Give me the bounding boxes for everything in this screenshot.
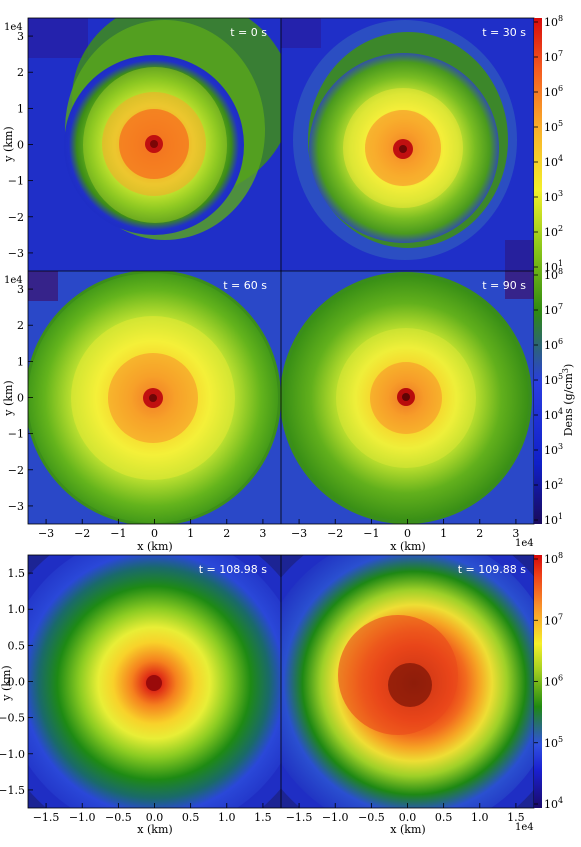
x-tick-label: 0	[404, 527, 411, 540]
x-tick-label: −1.0	[322, 811, 349, 824]
time-label-t30: t = 30 s	[482, 26, 526, 39]
y-axis-title-mid: y (km)	[2, 380, 15, 416]
x-axis-title-right: x (km)	[390, 540, 425, 553]
colorbar-tick-label: 107	[544, 302, 563, 317]
x-tick-label: −1.5	[33, 811, 60, 824]
panel-t0	[28, 18, 281, 271]
y-tick-label: −1	[8, 175, 24, 188]
colorbar-tick-label: 104	[544, 796, 563, 811]
y-tick-label: 2	[17, 66, 24, 79]
time-label-t60: t = 60 s	[223, 279, 267, 292]
colorbar-tick-label: 101	[544, 259, 563, 274]
y-tick-label: −1	[8, 428, 24, 441]
colorbar-tick-label: 108	[544, 14, 563, 29]
colorbar-label: Dens (g/cm3)	[561, 364, 575, 437]
y-tick-label: 2	[17, 319, 24, 332]
x-tick-label: −3	[291, 527, 307, 540]
x-tick-label: 1.5	[507, 811, 525, 824]
x-tick-label: −3	[38, 527, 54, 540]
y-tick-label: −1.5	[0, 784, 25, 797]
x-tick-label: −2	[327, 527, 343, 540]
time-label-t108: t = 108.98 s	[199, 563, 268, 576]
colorbar-tick-label: 105	[544, 735, 563, 750]
x-tick-label: 2	[223, 527, 230, 540]
y-tick-label: −0.5	[0, 712, 25, 725]
colorbar-tick-label: 106	[544, 84, 563, 99]
x-tick-label: −0.5	[105, 811, 132, 824]
y-tick-label: 0	[17, 139, 24, 152]
x-tick-label: 3	[512, 527, 519, 540]
panel-t30	[281, 18, 534, 271]
colorbar-tick-label: 102	[544, 477, 563, 492]
colorbar-tick-label: 104	[544, 407, 563, 422]
x-scale-label-top: 1e4	[515, 538, 534, 549]
colorbar-tick-label: 107	[544, 49, 563, 64]
x-tick-label: 1.0	[471, 811, 489, 824]
x-axis-title-bottom-left: x (km)	[137, 823, 172, 836]
y-tick-label: −2	[8, 211, 24, 224]
x-tick-label: 0.0	[146, 811, 164, 824]
x-tick-label: 2	[476, 527, 483, 540]
x-tick-label: −2	[74, 527, 90, 540]
panel-t90	[281, 271, 534, 524]
y-scale-label-top: 1e4	[4, 22, 23, 33]
colorbar-tick-label: 105	[544, 372, 563, 387]
colorbar-tick-label: 103	[544, 189, 563, 204]
y-tick-label: −1.0	[0, 748, 25, 761]
x-tick-label: 0.5	[182, 811, 200, 824]
x-tick-label: 0.5	[435, 811, 453, 824]
y-tick-label: 1.0	[8, 603, 26, 616]
colorbar-tick-label: 105	[544, 119, 563, 134]
panel-t108	[28, 555, 281, 808]
x-tick-label: −1.0	[69, 811, 96, 824]
x-tick-label: −0.5	[358, 811, 385, 824]
x-tick-label: 0	[151, 527, 158, 540]
x-tick-label: −1	[363, 527, 379, 540]
y-tick-label: −3	[8, 247, 24, 260]
y-tick-label: −2	[8, 464, 24, 477]
x-axis-title-bottom-right: x (km)	[390, 823, 425, 836]
colorbar-tick-label: 104	[544, 154, 563, 169]
x-axis-title-left: x (km)	[137, 540, 172, 553]
panel-t109	[281, 555, 534, 808]
y-tick-label: 3	[17, 30, 24, 43]
x-tick-label: −1	[110, 527, 126, 540]
x-tick-label: 1	[187, 527, 194, 540]
panel-t60	[28, 271, 281, 524]
time-label-t109: t = 109.88 s	[458, 563, 527, 576]
y-tick-label: 0.0	[8, 676, 26, 689]
colorbar-tick-label: 106	[544, 337, 563, 352]
colorbar-tick-label: 108	[544, 267, 563, 282]
y-axis-title-bottom: y (km)	[0, 665, 13, 701]
y-tick-label: 0.5	[8, 639, 26, 652]
x-tick-label: 1	[440, 527, 447, 540]
y-tick-label: 1.5	[8, 567, 26, 580]
colorbar-tick-label: 101	[544, 512, 563, 527]
colorbar-tick-label: 107	[544, 612, 563, 627]
tick-layer: −3 −2 −1 0 1 2 3 −3 −2 −1 0 1 2 3 3 2 1 0 −1 −2 −3 3 2 1 0 −1 −2 −3…	[0, 14, 563, 824]
x-tick-label: 1.5	[254, 811, 272, 824]
x-tick-label: 1.0	[218, 811, 236, 824]
time-label-t0: t = 0 s	[230, 26, 267, 39]
y-scale-label-mid: 1e4	[4, 275, 23, 286]
x-tick-label: 0.0	[399, 811, 417, 824]
colorbar-tick-label: 108	[544, 551, 563, 566]
colorbar-tick-label: 103	[544, 442, 563, 457]
y-axis-title-top: y (km)	[2, 126, 15, 162]
y-tick-label: 1	[17, 355, 24, 368]
x-scale-label-bottom: 1e4	[515, 822, 534, 833]
x-tick-label: 3	[259, 527, 266, 540]
colorbar-tick-label: 102	[544, 224, 563, 239]
x-tick-label: −1.5	[286, 811, 313, 824]
y-tick-label: −3	[8, 500, 24, 513]
y-tick-label: 0	[17, 392, 24, 405]
colorbar-tick-label: 106	[544, 674, 563, 689]
colorbar-top	[534, 18, 542, 524]
y-tick-label: 3	[17, 283, 24, 296]
y-tick-label: 1	[17, 102, 24, 115]
time-label-t90: t = 90 s	[482, 279, 526, 292]
